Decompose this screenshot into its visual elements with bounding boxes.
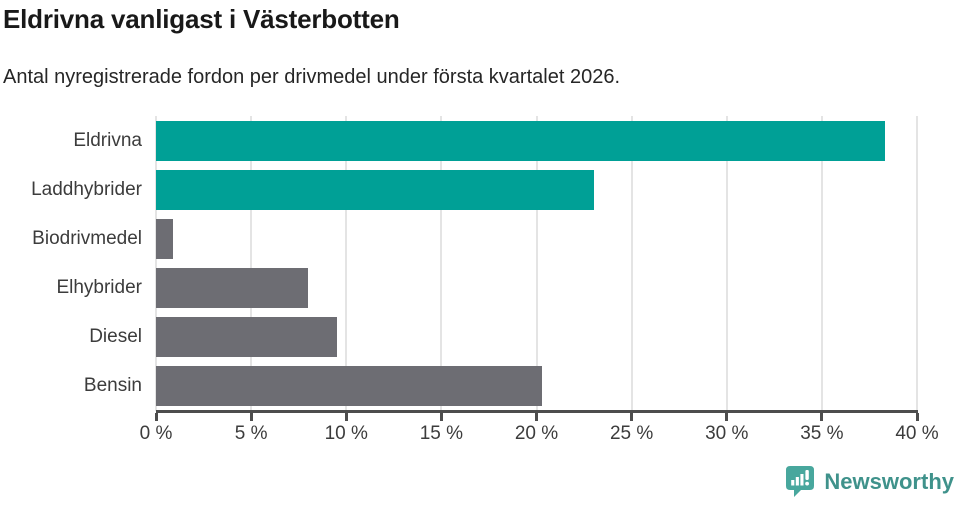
x-axis-tick-label: 25 % (609, 423, 654, 444)
x-axis-tick-label: 40 % (895, 423, 939, 444)
category-label: Elhybrider (56, 277, 142, 299)
x-axis-tick (630, 413, 634, 421)
bar-row (156, 264, 917, 313)
category-label: Eldrivna (73, 129, 142, 151)
x-axis-tick (915, 413, 919, 421)
x-axis-tick (725, 413, 729, 421)
category-label: Laddhybrider (31, 178, 142, 200)
x-axis-tick (535, 413, 538, 421)
chart-subtitle: Antal nyregistrerade fordon per drivmede… (3, 66, 621, 88)
newsworthy-logo-icon (786, 466, 815, 497)
bar-eldrivna (156, 120, 885, 161)
gridline (916, 116, 918, 411)
bar-diesel (156, 317, 337, 358)
newsworthy-logo: Newsworthy (785, 465, 954, 498)
gridline (345, 116, 348, 411)
bar-row (156, 214, 917, 263)
bar-row (156, 362, 917, 411)
x-axis-tick-label: 15 % (419, 423, 464, 444)
category-label: Diesel (89, 326, 142, 348)
bar-elhybrider (156, 268, 309, 309)
x-axis-tick (154, 413, 158, 421)
x-axis-tick-label: 0 % (139, 423, 173, 444)
bar-row (156, 165, 917, 214)
newsworthy-wordmark: Newsworthy (824, 468, 954, 494)
x-axis-tick-label: 35 % (800, 423, 844, 444)
gridline (725, 116, 728, 411)
plot-area (155, 116, 918, 411)
gridline (820, 116, 823, 411)
x-axis-tick (344, 413, 348, 421)
x-axis-tick-label: 5 % (234, 423, 268, 444)
gridline (630, 116, 633, 411)
x-axis-tick-label: 20 % (514, 423, 559, 444)
bar-biodrivmedel (156, 218, 174, 259)
gridline (250, 116, 253, 411)
x-axis-tick (820, 413, 824, 421)
category-label: Biodrivmedel (32, 227, 142, 249)
x-axis-tick-label: 30 % (705, 423, 749, 444)
x-axis-tick (439, 413, 443, 421)
bar-row (156, 116, 917, 165)
bar-laddhybrider (156, 169, 594, 210)
x-axis-line (156, 410, 918, 413)
x-axis-tick (249, 413, 253, 421)
x-axis-tick-label: 10 % (324, 423, 368, 444)
bar-bensin (156, 366, 543, 407)
gridline (535, 116, 538, 411)
category-label: Bensin (83, 375, 142, 397)
gridline (155, 116, 157, 411)
gridline (440, 116, 443, 411)
bar-row (156, 313, 917, 362)
chart-title: Eldrivna vanligast i Västerbotten (3, 4, 400, 34)
category-labels: Eldrivna Laddhybrider Biodrivmedel Elhybrid… (0, 116, 142, 411)
